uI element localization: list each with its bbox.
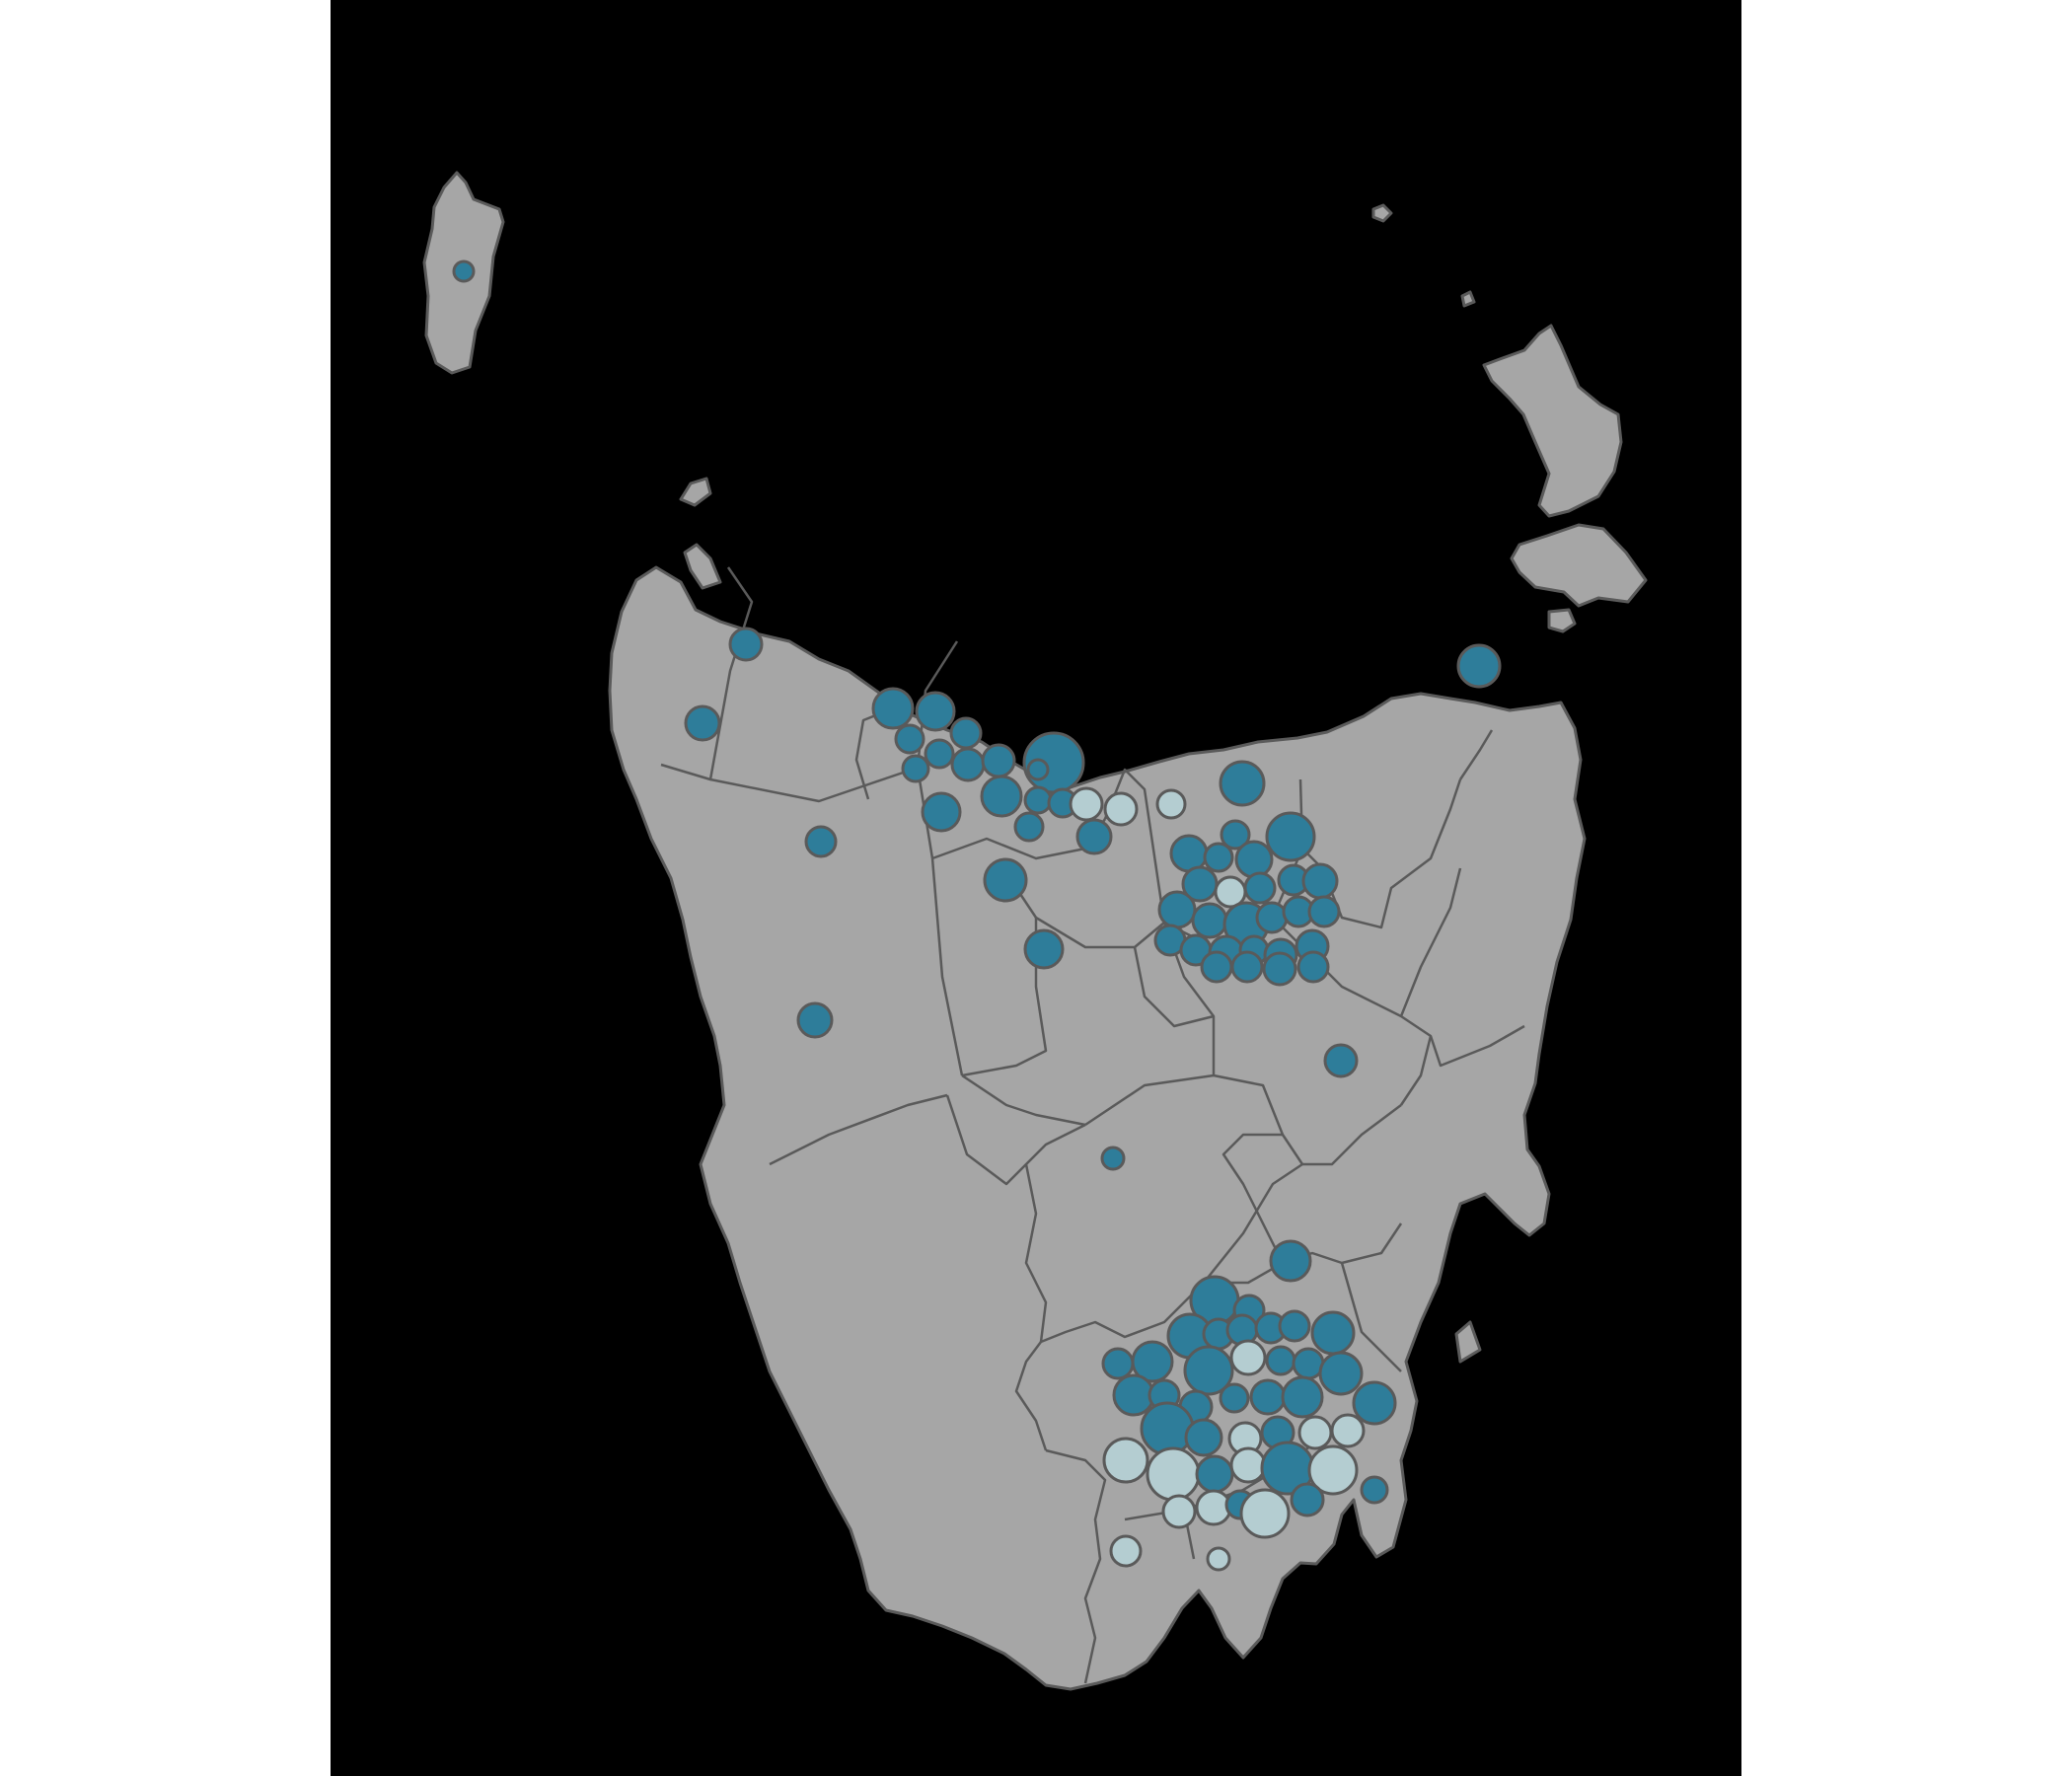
map-bubble-dark [1234,840,1274,879]
map-bubble-dark [871,687,915,730]
map-bubble-dark [1292,1347,1325,1380]
map-bubble-light [1297,1415,1333,1450]
map-bubble-dark [1075,818,1113,855]
map-bubble-light [1307,1444,1359,1496]
map-bubble-light [1069,786,1104,822]
map-bubble-dark [804,825,838,858]
map-bubble-dark [980,775,1023,818]
map-bubble-dark [921,791,962,833]
islet [1460,290,1476,308]
map-bubble-light [1330,1413,1366,1448]
islet [683,543,722,590]
map-bubble-dark [684,704,721,742]
map-bubble-light [1155,788,1187,820]
map-bubble-dark [949,716,983,750]
map-bubble-dark [1307,895,1341,928]
map-bubble-dark [894,723,925,755]
tasmania-mainland [608,565,1587,1691]
map-bubble-dark [983,857,1028,903]
map-bubble-dark [1200,950,1233,984]
map-bubble-dark [1269,1239,1312,1283]
map-bubble-dark [1131,1340,1174,1383]
map-bubble-light [1103,791,1139,827]
islet [1454,1320,1482,1364]
map-bubble-dark [1203,842,1234,873]
map-bubble-dark [1352,1380,1397,1426]
map-bubble-light [1229,1446,1267,1484]
islet [679,477,712,507]
map-bubble-dark [1100,1146,1126,1171]
map-bubble-light [1109,1534,1143,1568]
map-bubble-dark [1278,1309,1311,1343]
map-bubble-dark [452,259,476,283]
map-bubble-dark [1310,1310,1356,1356]
map-bubble-dark [796,1001,834,1039]
map-bubble-dark [728,627,764,662]
map-bubble-dark [1220,819,1251,851]
map-bubble-dark [1290,1482,1325,1517]
map-bubble-dark [950,747,986,782]
map-bubble-dark [1219,760,1266,807]
map-bubble-dark [901,754,930,783]
map-bubble-dark [1456,643,1502,689]
map-bubble-dark [1157,890,1197,929]
map-bubble-dark [981,743,1016,778]
map-bubble-dark [1219,1382,1250,1414]
map-bubble-dark [1281,1375,1324,1419]
map-bubble-dark [924,738,955,770]
map-bubble-light [1161,1494,1197,1529]
map-bubble-dark [1265,811,1316,862]
map-bubble-dark [1323,1043,1359,1078]
map-bubble-dark [1013,811,1045,843]
map-bubble-dark [1243,871,1277,905]
bubble-layer [452,259,1502,1572]
map-bubble-dark [1255,901,1289,934]
map-bubble-dark [1195,1454,1234,1494]
map-bubble-dark [1112,1373,1155,1417]
cape-barren-island [1510,523,1648,608]
islet [1371,203,1393,223]
map-bubble-dark [1026,758,1050,781]
map-bubble-dark [1191,902,1228,939]
map-panel [331,0,1741,1776]
map-bubble-dark [1184,1418,1223,1457]
map-bubble-dark [1101,1347,1135,1380]
map-bubble-dark [1296,950,1330,984]
map-bubble-light [1206,1546,1231,1572]
map-bubble-light [1146,1446,1201,1502]
map-bubble-light [1102,1437,1149,1484]
tasmania-map [422,171,1648,1691]
clarke-island [1547,608,1577,633]
map-bubble-dark [1140,1401,1195,1456]
map-bubble-light [1229,1339,1267,1376]
map-bubble-dark [1360,1475,1389,1505]
map-bubble-dark [1023,785,1053,815]
map-bubble-dark [1318,1351,1364,1396]
map-bubble-dark [1262,951,1297,987]
flinders-island [1482,324,1623,518]
map-bubble-dark [1023,928,1065,970]
map-bubble-dark [915,691,956,732]
map-bubble-dark [1183,1345,1234,1396]
map-bubble-dark [1301,862,1339,900]
map-bubble-dark [1249,1378,1287,1416]
map-bubble-dark [1265,1345,1296,1376]
map-bubble-dark [1230,950,1264,984]
map-bubble-light [1239,1488,1291,1539]
